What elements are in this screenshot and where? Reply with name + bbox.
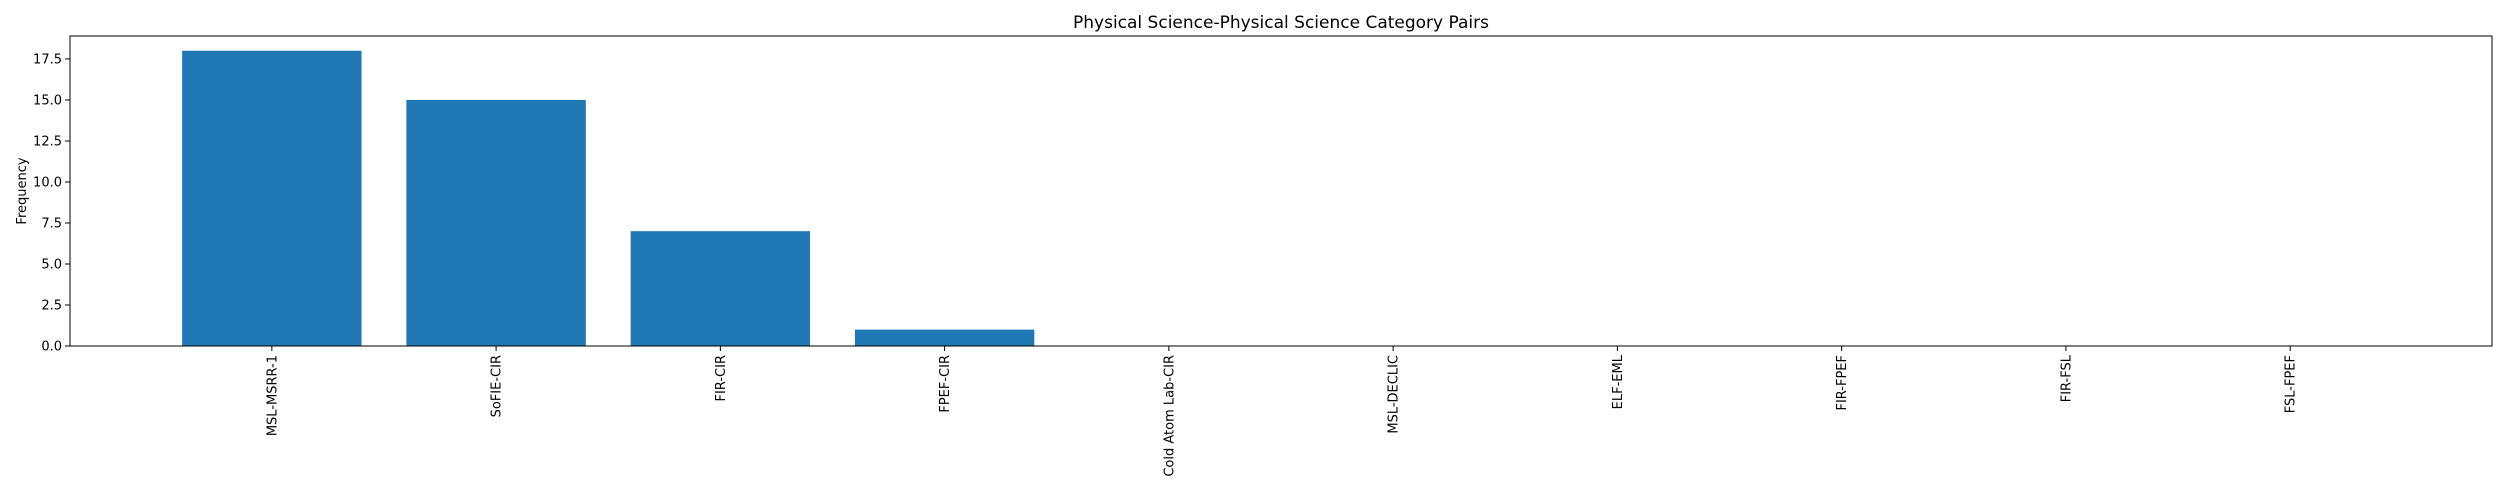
- x-tick-label: FSL-FPEF: [2284, 355, 2299, 413]
- y-axis-label: Frequency: [15, 157, 30, 224]
- y-tick-label: 17.5: [33, 52, 62, 67]
- y-tick-label: 0.0: [41, 340, 62, 355]
- x-tick-label: FIR-FSL: [2059, 354, 2074, 402]
- y-tick-label: 7.5: [41, 216, 62, 231]
- y-tick-label: 15.0: [33, 93, 62, 108]
- y-tick-label: 12.5: [33, 134, 62, 149]
- x-tick-label: MSL-MSRR-1: [265, 355, 280, 436]
- y-tick-label: 5.0: [41, 257, 62, 272]
- y-axis: 0.0 2.5 5.0 7.5 10.0 12.5 15.0 17.5: [33, 52, 70, 355]
- x-tick-label: MSL-DECLIC: [1387, 355, 1402, 434]
- x-tick-label: SoFIE-CIR: [490, 355, 505, 417]
- x-axis: MSL-MSRR-1 SoFIE-CIR FIR-CIR FPEF-CIR Cold A…: [265, 346, 2299, 477]
- x-tick-label: FIR-CIR: [714, 355, 729, 401]
- bar-fir-cir: [630, 231, 811, 346]
- bar-fpef-cir: [854, 329, 1035, 346]
- bar-msl-msrr-1: [182, 50, 362, 347]
- x-tick-label: FPEF-CIR: [938, 355, 953, 413]
- plot-frame: [69, 35, 2493, 347]
- chart-title: Physical Science-Physical Science Catego…: [1073, 13, 1489, 33]
- y-tick-label: 10.0: [33, 175, 62, 190]
- y-axis-label-group: Frequency: [15, 157, 30, 224]
- bar-sofie-cir: [406, 99, 586, 346]
- bars-group: [182, 50, 1035, 347]
- x-tick-label: ELF-EML: [1611, 354, 1626, 409]
- y-tick-label: 2.5: [41, 298, 62, 313]
- x-tick-label: FIR-FPEF: [1835, 355, 1850, 411]
- x-tick-label: Cold Atom Lab-CIR: [1162, 355, 1177, 477]
